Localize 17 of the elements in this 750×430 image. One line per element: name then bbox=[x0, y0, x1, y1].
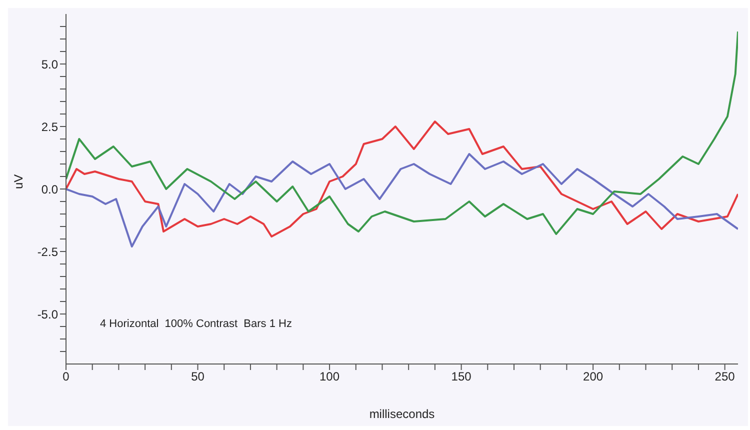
x-axis-title: milliseconds bbox=[369, 407, 435, 421]
x-tick-label: 150 bbox=[451, 370, 472, 384]
x-tick-label: 100 bbox=[320, 370, 340, 384]
line-series bbox=[66, 120, 738, 238]
x-tick-label: 200 bbox=[583, 370, 604, 384]
annotation: 4 Horizontal 100% Contrast Bars 1 Hz bbox=[100, 318, 292, 330]
line-series bbox=[66, 153, 738, 248]
x-tick-label: 250 bbox=[714, 370, 736, 384]
y-tick-label: -5.0 bbox=[37, 307, 58, 322]
y-tick-label: 0.0 bbox=[41, 182, 58, 196]
line-series bbox=[66, 30, 738, 235]
y-axis-title: uV bbox=[11, 174, 26, 189]
y-tick-label: 2.5 bbox=[41, 120, 58, 134]
x-tick-label: 0 bbox=[62, 370, 70, 384]
y-tick-label: 5.0 bbox=[41, 57, 58, 72]
x-tick-label: 50 bbox=[191, 370, 205, 384]
y-tick-label: -2.5 bbox=[37, 244, 58, 259]
